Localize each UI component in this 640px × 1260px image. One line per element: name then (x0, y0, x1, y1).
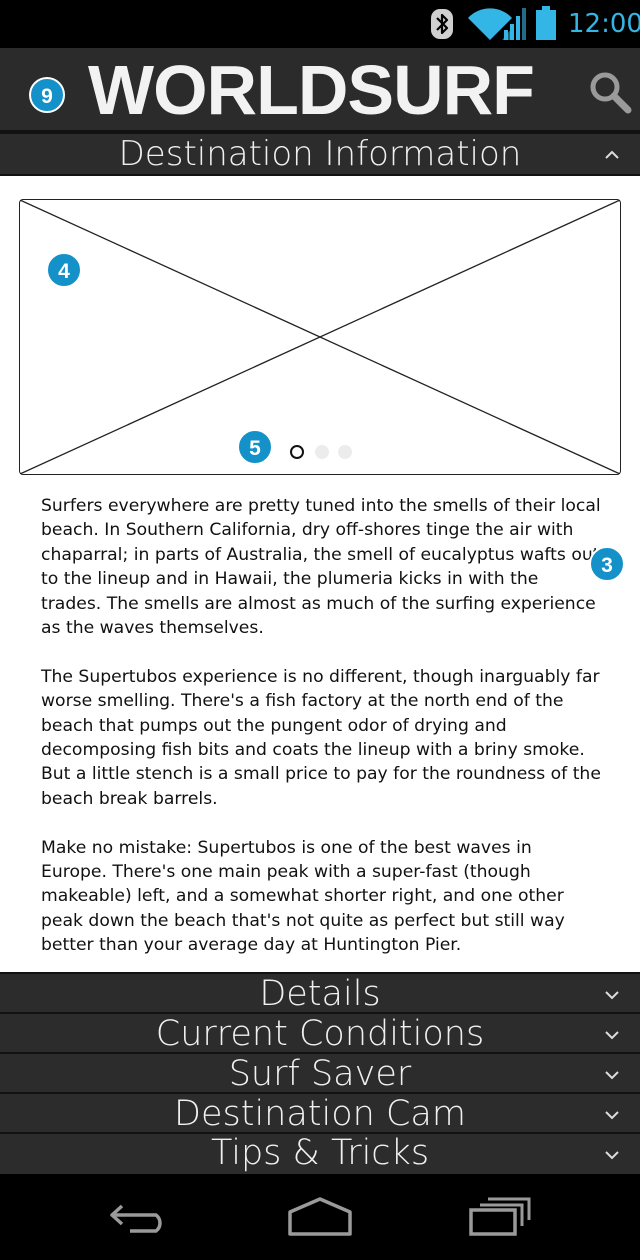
chevron-down-icon (605, 1151, 619, 1160)
section-title: Current Conditions (155, 1014, 485, 1054)
wifi-icon (468, 8, 526, 40)
back-icon[interactable] (108, 1198, 172, 1238)
pager-badge: 5 (237, 429, 273, 465)
recent-apps-icon[interactable] (468, 1196, 532, 1236)
status-time: 12:00 (568, 9, 640, 39)
destination-info-header[interactable]: Destination Information (0, 132, 640, 176)
logo-text: WORLDSURF (88, 51, 535, 129)
section-title: Details (259, 974, 381, 1014)
chevron-down-icon (605, 1111, 619, 1120)
section-details[interactable]: Details (0, 972, 640, 1014)
image-carousel[interactable] (19, 199, 621, 475)
chevron-down-icon (605, 1071, 619, 1080)
section-destination-cam[interactable]: Destination Cam (0, 1092, 640, 1134)
article-paragraph: The Supertubos experience is no differen… (41, 666, 601, 809)
system-nav-bar (0, 1174, 640, 1260)
article-paragraph: Make no mistake: Supertubos is one of th… (41, 837, 565, 956)
section-title: Destination Cam (174, 1094, 466, 1134)
chevron-down-icon (605, 991, 619, 1000)
chevron-up-icon (605, 150, 619, 159)
pager-dot[interactable] (315, 445, 329, 459)
menu-badge[interactable]: 9 (29, 77, 65, 113)
image-badge: 4 (46, 252, 82, 288)
section-current-conditions[interactable]: Current Conditions (0, 1012, 640, 1054)
bluetooth-icon (431, 9, 453, 39)
article-body: Surfers everywhere are pretty tuned into… (41, 494, 601, 958)
app-header: WORLDSURF (0, 48, 640, 132)
pager-dot[interactable] (338, 445, 352, 459)
section-tips-tricks[interactable]: Tips & Tricks (0, 1132, 640, 1176)
status-bar: 12:00 (0, 0, 640, 48)
section-title: Surf Saver (228, 1054, 412, 1094)
search-icon[interactable] (588, 70, 632, 114)
pager-dot-active[interactable] (290, 445, 304, 459)
battery-icon (536, 6, 556, 40)
destination-info-title: Destination Information (118, 134, 522, 174)
home-icon[interactable] (286, 1194, 354, 1238)
chevron-down-icon (605, 1031, 619, 1040)
article-paragraph: Surfers everywhere are pretty tuned into… (41, 496, 601, 639)
image-placeholder (20, 200, 620, 474)
article-badge: 3 (589, 546, 625, 582)
worldsurf-logo[interactable]: WORLDSURF (88, 51, 535, 129)
section-surf-saver[interactable]: Surf Saver (0, 1052, 640, 1094)
section-title: Tips & Tricks (210, 1133, 430, 1173)
